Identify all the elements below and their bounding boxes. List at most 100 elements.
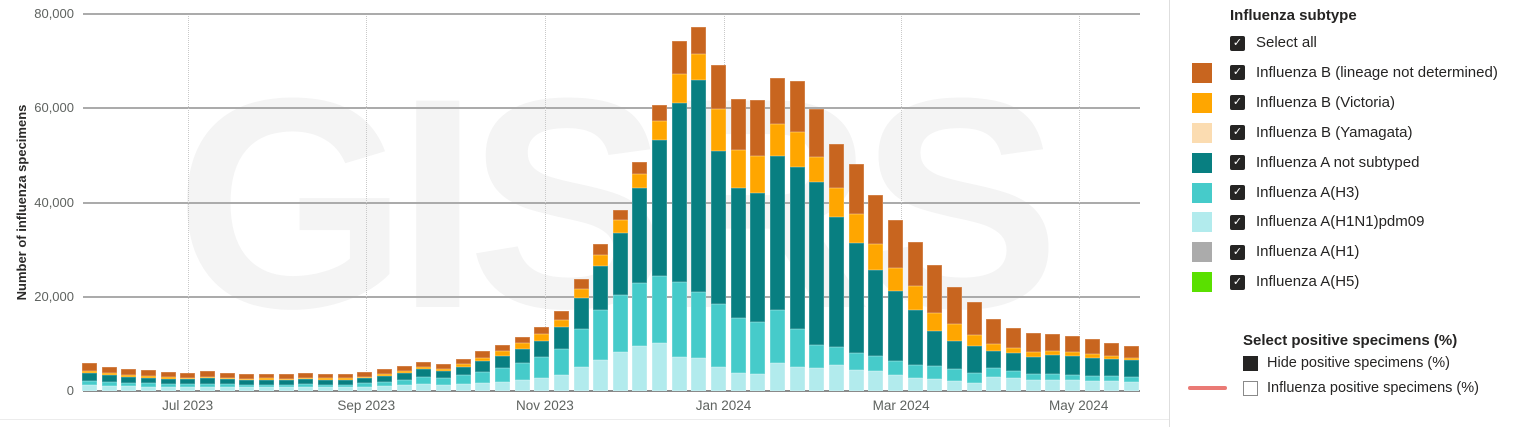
bar-week-9[interactable] xyxy=(239,374,255,391)
segment xyxy=(809,181,825,345)
legend-item-label[interactable]: Influenza B (Victoria) xyxy=(1256,93,1395,111)
bar-week-54[interactable] xyxy=(1123,345,1139,391)
segment xyxy=(671,281,687,358)
segment xyxy=(435,378,451,385)
bar-week-39[interactable] xyxy=(829,143,845,391)
bar-week-13[interactable] xyxy=(317,373,333,391)
checkbox-icon[interactable]: ✓ xyxy=(1230,155,1245,171)
legend-item-label[interactable]: Influenza A(H3) xyxy=(1256,183,1360,201)
segment xyxy=(553,348,569,375)
bar-week-6[interactable] xyxy=(180,372,196,391)
bar-week-22[interactable] xyxy=(494,345,510,391)
segment xyxy=(1045,355,1061,374)
bar-week-35[interactable] xyxy=(750,100,766,391)
legend-item-label[interactable]: Influenza A(H5) xyxy=(1256,273,1360,291)
bar-week-18[interactable] xyxy=(416,361,432,391)
bar-week-42[interactable] xyxy=(888,220,904,391)
bar-week-7[interactable] xyxy=(199,371,215,391)
checkbox-icon[interactable]: ✓ xyxy=(1230,125,1245,141)
segment xyxy=(809,156,825,182)
bar-week-52[interactable] xyxy=(1084,339,1100,391)
bar-week-2[interactable] xyxy=(101,366,117,391)
segment xyxy=(691,80,707,293)
bar-week-40[interactable] xyxy=(848,163,864,391)
bar-week-50[interactable] xyxy=(1045,333,1061,391)
bar-week-27[interactable] xyxy=(593,244,609,391)
bar-week-15[interactable] xyxy=(357,372,373,391)
checkbox-icon[interactable]: ✓ xyxy=(1230,214,1245,230)
segment xyxy=(278,378,294,381)
bar-week-43[interactable] xyxy=(907,241,923,391)
bar-week-29[interactable] xyxy=(632,161,648,391)
bar-week-8[interactable] xyxy=(219,373,235,391)
bar-week-28[interactable] xyxy=(612,210,628,391)
bar-week-16[interactable] xyxy=(376,369,392,391)
bar-week-21[interactable] xyxy=(475,351,491,391)
segment xyxy=(907,241,923,286)
legend-item-label[interactable]: Influenza A not subtyped xyxy=(1256,153,1420,171)
y-tick-label: 40,000 xyxy=(34,194,74,210)
segment xyxy=(632,346,648,391)
bar-week-3[interactable] xyxy=(121,368,137,391)
bar-week-48[interactable] xyxy=(1006,328,1022,391)
bar-week-49[interactable] xyxy=(1025,332,1041,391)
bar-week-51[interactable] xyxy=(1065,335,1080,391)
bar-week-32[interactable] xyxy=(691,27,707,391)
bar-week-5[interactable] xyxy=(160,371,176,391)
segment xyxy=(711,64,727,110)
segment xyxy=(298,373,314,378)
bar-week-19[interactable] xyxy=(435,363,451,391)
hide-positive-specimens-checkbox[interactable] xyxy=(1243,356,1258,371)
bar-week-4[interactable] xyxy=(140,370,156,391)
segment xyxy=(612,219,628,233)
bar-week-44[interactable] xyxy=(927,265,943,391)
month-gridline xyxy=(1078,16,1080,391)
bar-week-1[interactable] xyxy=(82,363,97,391)
segment xyxy=(593,359,609,391)
segment xyxy=(730,372,746,391)
influenza-positive-specimens-checkbox[interactable] xyxy=(1243,381,1258,396)
gridline-0 xyxy=(83,390,1140,392)
checkbox-icon[interactable]: ✓ xyxy=(1230,95,1245,111)
bar-week-38[interactable] xyxy=(809,109,825,391)
bar-week-33[interactable] xyxy=(711,64,727,391)
checkbox-icon[interactable]: ✓ xyxy=(1230,65,1245,81)
bar-week-53[interactable] xyxy=(1104,343,1120,391)
checkbox-icon[interactable]: ✓ xyxy=(1230,185,1245,200)
bar-week-24[interactable] xyxy=(534,327,550,391)
bar-week-45[interactable] xyxy=(947,287,963,391)
bar-week-41[interactable] xyxy=(868,195,884,391)
segment xyxy=(1006,378,1022,391)
bar-week-10[interactable] xyxy=(258,373,274,391)
bar-week-31[interactable] xyxy=(671,41,687,391)
legend-item-label[interactable]: Select all xyxy=(1256,34,1317,51)
bar-week-34[interactable] xyxy=(730,98,746,391)
bar-week-30[interactable] xyxy=(652,104,668,391)
bar-week-11[interactable] xyxy=(278,374,294,391)
checkbox-icon[interactable]: ✓ xyxy=(1230,244,1245,260)
checkbox-icon[interactable]: ✓ xyxy=(1230,274,1245,290)
bar-week-14[interactable] xyxy=(337,373,353,391)
bar-week-36[interactable] xyxy=(770,78,786,391)
bar-week-47[interactable] xyxy=(986,319,1002,391)
segment xyxy=(593,265,609,311)
bar-week-17[interactable] xyxy=(396,366,412,391)
legend-item-label[interactable]: Influenza A(H1) xyxy=(1256,243,1360,261)
bar-week-20[interactable] xyxy=(455,358,471,391)
checkbox-icon[interactable]: ✓ xyxy=(1230,35,1245,51)
segment xyxy=(789,328,805,367)
bar-week-25[interactable] xyxy=(553,310,569,391)
bar-week-23[interactable] xyxy=(514,336,530,391)
legend-item-label[interactable]: Influenza A(H1N1)pdm09 xyxy=(1256,213,1425,231)
segment xyxy=(652,342,668,391)
segment xyxy=(376,375,392,382)
legend-color-swatch xyxy=(1192,272,1212,293)
legend-item-label[interactable]: Influenza B (lineage not determined) xyxy=(1256,63,1498,81)
legend-item-label[interactable]: Influenza B (Yamagata) xyxy=(1256,123,1413,141)
bar-week-12[interactable] xyxy=(298,373,314,391)
segment xyxy=(416,367,432,370)
segment xyxy=(101,385,117,391)
bar-week-26[interactable] xyxy=(573,278,589,391)
bar-week-46[interactable] xyxy=(966,301,982,391)
bar-week-37[interactable] xyxy=(789,81,805,391)
